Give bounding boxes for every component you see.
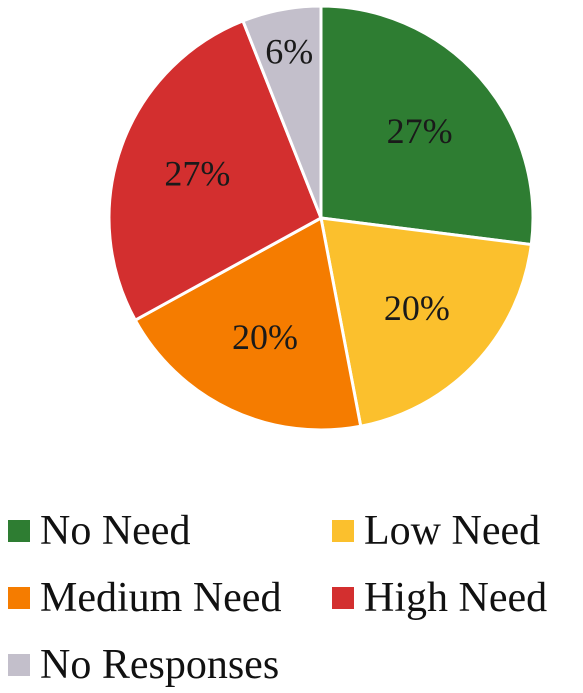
legend-swatch-low-need — [332, 520, 354, 542]
legend-swatch-no-need — [8, 520, 30, 542]
pie-slice-no-responses — [241, 4, 323, 219]
pie-chart: 27% 20% 20% 27% 6% — [107, 4, 535, 432]
legend-label-no-need: No Need — [40, 508, 191, 554]
pie-slice-low-need — [319, 216, 534, 429]
pie-slice-medium-need — [133, 215, 363, 432]
data-label-high-need: 27% — [164, 153, 230, 193]
legend-item-medium-need: Medium Need — [8, 577, 281, 619]
legend-label-low-need: Low Need — [364, 508, 541, 554]
legend-label-medium-need: Medium Need — [40, 575, 282, 621]
data-label-low-need: 20% — [384, 288, 450, 328]
data-label-no-need: 27% — [387, 111, 453, 151]
pie-slice-high-need — [107, 18, 323, 323]
legend-item-no-responses: No Responses — [8, 644, 279, 686]
legend-label-no-responses: No Responses — [40, 642, 280, 688]
legend-item-low-need: Low Need — [332, 510, 540, 552]
legend-swatch-medium-need — [8, 587, 30, 609]
legend-item-high-need: High Need — [332, 577, 547, 619]
legend-swatch-high-need — [332, 587, 354, 609]
pie-slice-no-need — [319, 4, 535, 247]
legend-label-high-need: High Need — [364, 575, 548, 621]
legend-swatch-no-responses — [8, 654, 30, 676]
data-label-no-responses: 6% — [265, 31, 313, 71]
legend-item-no-need: No Need — [8, 510, 190, 552]
data-label-medium-need: 20% — [232, 317, 298, 357]
